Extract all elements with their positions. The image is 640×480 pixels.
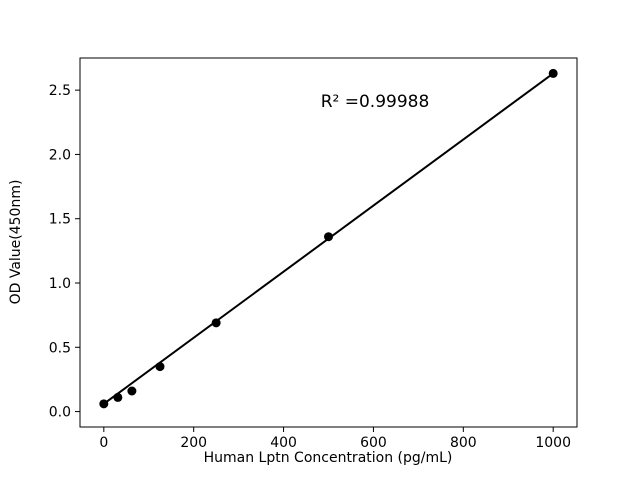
data-point: [113, 392, 123, 402]
y-axis-label: OD Value(450nm): [8, 180, 24, 305]
y-tick-label: 2.5: [49, 83, 71, 99]
y-tick-label: 1.5: [49, 212, 71, 228]
data-point: [548, 68, 558, 78]
x-axis-label: Human Lptn Concentration (pg/mL): [204, 450, 453, 466]
y-tick-label: 0.5: [49, 340, 71, 356]
x-tick-label: 1000: [535, 435, 571, 451]
x-tick-label: 200: [180, 435, 207, 451]
chart-generated-layer: 0 200 400 600 800 1000 0.0 0.5 1.0 1.5 2.0 2.5: [49, 57, 578, 451]
data-point: [155, 362, 165, 372]
x-tick-label: 800: [450, 435, 477, 451]
data-point: [324, 232, 333, 242]
x-tick-label: 400: [270, 435, 297, 451]
data-point: [99, 399, 109, 409]
r-squared-annotation: R² =0.99988: [321, 92, 430, 112]
x-tick-label: 0: [99, 435, 108, 451]
plot-border: [79, 57, 578, 428]
y-tick-label: 1.0: [49, 276, 71, 292]
x-tick-label: 600: [360, 435, 387, 451]
y-tick-label: 0.0: [49, 405, 71, 421]
data-point: [211, 318, 221, 328]
y-tick-label: 2.0: [49, 147, 71, 163]
data-point: [127, 386, 137, 396]
